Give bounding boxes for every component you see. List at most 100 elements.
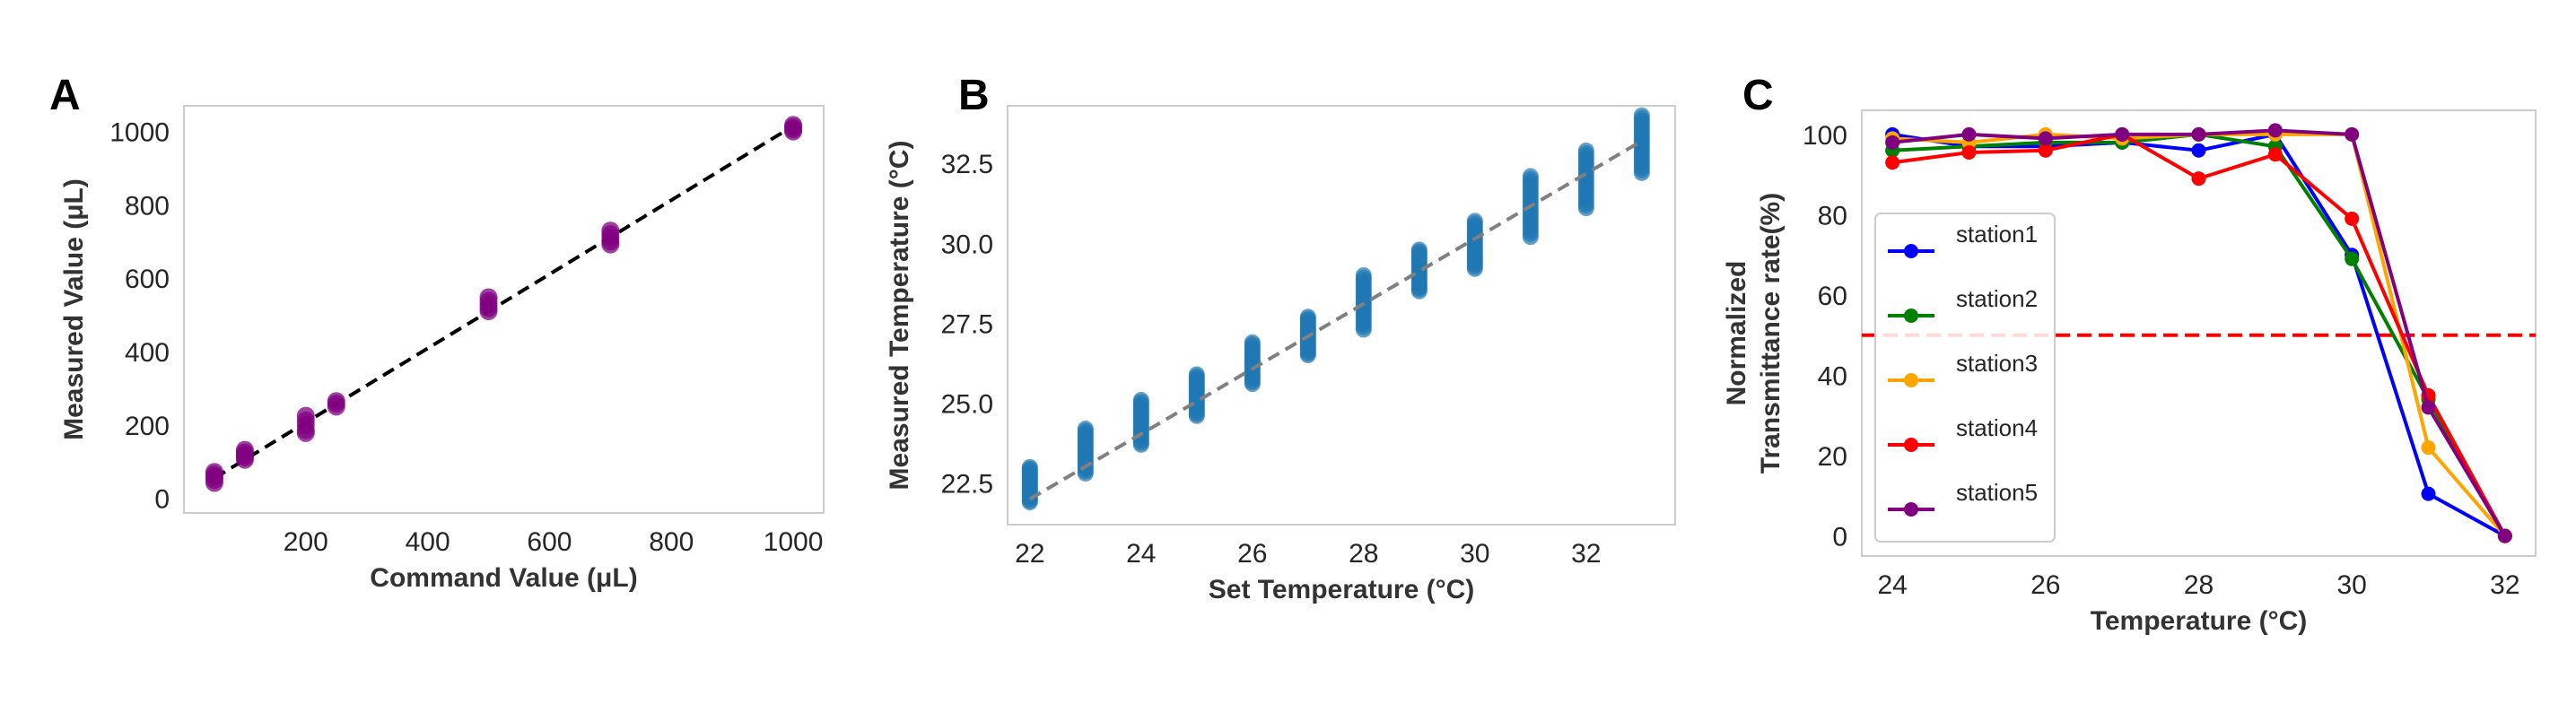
panel-c-data-point-station1 <box>2421 486 2436 501</box>
panel-c-x-axis-label: Temperature (°C) <box>2091 606 2307 636</box>
panel-b-data-point <box>1244 334 1261 351</box>
panel-b-data-point <box>1577 142 1594 159</box>
panel-c-y-axis-label-line2: Transmittance rate(%) <box>1756 193 1786 474</box>
panel-b-data-point <box>1021 458 1038 475</box>
panel-c-data-point-station4 <box>2038 143 2053 158</box>
panel-b-data-point <box>1522 168 1539 185</box>
panel-c-label: C <box>1742 72 1774 119</box>
panel-c-data-point-station3 <box>2421 440 2436 456</box>
panel-a-y-tick-label: 400 <box>125 338 170 368</box>
panel-b-y-tick-label: 22.5 <box>941 470 993 500</box>
panel-a-y-tick-label: 200 <box>125 412 170 441</box>
panel-b-data-point <box>1299 309 1316 326</box>
panel-c-legend-label-station5: station5 <box>1956 479 2038 506</box>
panel-a-data-point <box>235 440 254 459</box>
panel-b-data-point <box>1188 366 1205 383</box>
panel-b-plot-frame <box>1007 105 1676 526</box>
panel-b-data-point <box>1355 266 1372 283</box>
panel-c-y-tick-label: 40 <box>1818 362 1847 392</box>
panel-c-x-tick-label: 24 <box>1877 570 1907 600</box>
panel-c-legend-marker-station5 <box>1904 502 1918 517</box>
panel-c-y-tick-label: 80 <box>1818 201 1847 230</box>
panel-a-x-axis-label: Command Value (μL) <box>370 563 637 593</box>
panel-c-data-point-station4 <box>2191 171 2206 187</box>
panel-c-data-point-station5 <box>2115 126 2130 142</box>
panel-a-data-point <box>784 116 803 135</box>
panel-b-x-axis-label: Set Temperature (°C) <box>1209 575 1475 604</box>
panel-c-legend-marker-station3 <box>1904 373 1918 387</box>
panel-b-y-tick-label: 32.5 <box>941 150 993 179</box>
panel-c-x-tick-label: 28 <box>2184 570 2214 600</box>
panel-b-x-tick-label: 26 <box>1237 539 1267 569</box>
panel-a-data-point <box>327 392 345 411</box>
panel-c-plot-frame <box>1861 109 2537 557</box>
panel-a-y-tick-label: 1000 <box>109 118 170 148</box>
panel-c-data-point-station4 <box>2345 211 2360 226</box>
panel-c-legend-marker-station4 <box>1904 438 1918 452</box>
panel-c-data-point-station4 <box>2267 147 2283 162</box>
panel-c-y-tick-label: 20 <box>1818 442 1847 472</box>
panel-a-label: A <box>49 72 81 119</box>
panel-c-x-tick-label: 30 <box>2336 570 2366 600</box>
panel-a: A 200 400 600 800 1000 0 200 400 600 800 1000 Comm… <box>49 72 825 593</box>
panel-c: C 24 26 28 30 32 0 20 40 60 80 100 Temperature (°C… <box>1722 72 2537 636</box>
panel-a-marks: 200 400 600 800 1000 0 200 400 600 800 1000 <box>109 116 823 557</box>
panel-c-legend-label-station1: station1 <box>1956 221 2038 248</box>
panel-b-y-tick-label: 27.5 <box>941 309 993 339</box>
panel-c-data-point-station5 <box>2345 126 2360 142</box>
panel-a-x-tick-label: 200 <box>284 527 328 557</box>
panel-b-x-tick-label: 28 <box>1349 539 1378 569</box>
panel-c-x-tick-label: 26 <box>2030 570 2060 600</box>
panel-c-legend-label-station3: station3 <box>1956 350 2038 377</box>
panel-b-x-tick-label: 22 <box>1015 539 1044 569</box>
panel-a-data-point <box>296 406 315 425</box>
panel-a-x-tick-label: 800 <box>649 527 694 557</box>
panel-c-legend-box <box>1874 213 2056 543</box>
panel-c-data-point-station1 <box>2191 143 2206 158</box>
panel-b-data-point <box>1466 213 1483 230</box>
panel-c-x-tick-label: 32 <box>2490 570 2519 600</box>
panel-b-marks: 22 24 26 28 30 32 22.5 25.0 27.5 30.0 32.5 <box>941 107 1650 569</box>
panel-b-y-axis-label: Measured Temperature (°C) <box>885 141 914 491</box>
panel-b-data-point <box>1410 241 1428 258</box>
panel-c-data-point-station5 <box>1885 135 1900 150</box>
panel-a-fit-line <box>213 124 795 480</box>
panel-a-x-tick-label: 400 <box>406 527 450 557</box>
panel-b-data-point <box>1633 107 1650 124</box>
panel-b: B 22 24 26 28 30 32 22.5 25.0 27.5 30.0 32.5 Set T… <box>885 72 1676 604</box>
panel-c-legend-label-station2: station2 <box>1956 285 2038 312</box>
panel-a-data-point <box>205 463 223 482</box>
panel-c-legend-label-station4: station4 <box>1956 414 2038 441</box>
panel-b-label: B <box>958 72 990 119</box>
panel-c-data-point-station4 <box>1885 155 1900 170</box>
panel-a-x-tick-label: 1000 <box>764 527 824 557</box>
panel-c-data-point-station5 <box>2038 131 2053 146</box>
panel-c-data-point-station5 <box>1961 126 1977 142</box>
panel-b-x-tick-label: 24 <box>1126 539 1156 569</box>
panel-a-x-tick-label: 600 <box>527 527 572 557</box>
panel-c-data-point-station4 <box>1961 145 1977 161</box>
panel-a-data-point <box>601 222 620 240</box>
panel-a-y-tick-label: 600 <box>125 265 170 294</box>
panel-c-legend: station1 station2 station3 station4 station5 <box>1874 213 2056 543</box>
panel-c-y-tick-label: 0 <box>1832 523 1847 552</box>
panel-b-data-point <box>1132 391 1149 408</box>
panel-a-y-axis-label: Measured Value (μL) <box>59 178 89 440</box>
panel-a-y-tick-label: 0 <box>154 485 170 515</box>
panel-c-y-axis-label-line1: Normalized <box>1722 261 1751 406</box>
panel-c-data-point-station5 <box>2497 528 2512 543</box>
panel-b-x-tick-label: 30 <box>1460 539 1489 569</box>
panel-c-y-tick-label: 60 <box>1818 282 1847 311</box>
panel-a-plot-frame <box>183 105 825 514</box>
panel-c-data-point-station5 <box>2267 123 2283 138</box>
panel-b-x-tick-label: 32 <box>1571 539 1601 569</box>
panel-c-data-point-station2 <box>2345 251 2360 266</box>
panel-c-data-point-station5 <box>2191 126 2206 142</box>
panel-c-legend-marker-station1 <box>1904 244 1918 258</box>
panel-c-data-point-station5 <box>2421 400 2436 415</box>
panel-a-y-tick-label: 800 <box>125 191 170 221</box>
panel-a-data-point <box>479 288 498 307</box>
panel-b-data-point <box>1077 421 1094 438</box>
